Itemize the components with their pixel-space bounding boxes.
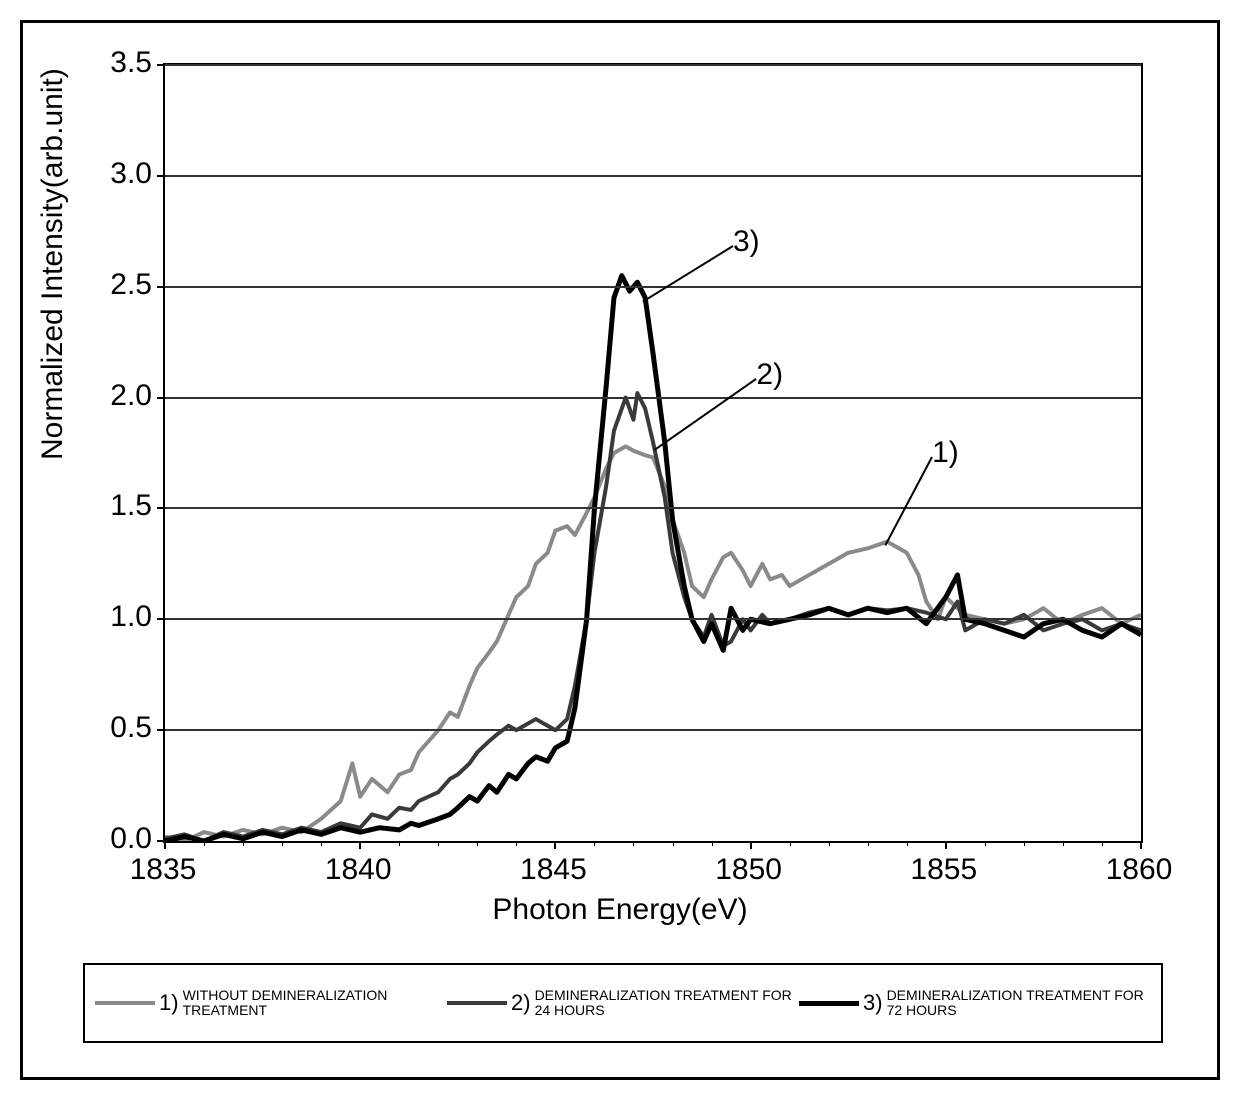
grid-line bbox=[165, 618, 1141, 620]
y-tick bbox=[157, 175, 165, 177]
y-tick-label: 2.0 bbox=[110, 379, 152, 413]
x-minor-tick bbox=[594, 841, 595, 846]
x-minor-tick bbox=[477, 841, 478, 846]
grid-line bbox=[165, 286, 1141, 288]
x-tick-label: 1860 bbox=[1106, 853, 1173, 887]
legend-number: 1) bbox=[159, 990, 179, 1016]
y-tick-label: 0.5 bbox=[110, 711, 152, 745]
legend-number: 2) bbox=[511, 990, 531, 1016]
x-minor-tick bbox=[1102, 841, 1103, 846]
x-minor-tick bbox=[1024, 841, 1025, 846]
y-tick bbox=[157, 286, 165, 288]
x-tick bbox=[945, 841, 947, 849]
legend: 1)WITHOUT DEMINERALIZATION TREATMENT2)DE… bbox=[83, 963, 1163, 1043]
y-tick bbox=[157, 64, 165, 66]
legend-item: 2)DEMINERALIZATION TREATMENT FOR 24 HOUR… bbox=[447, 988, 799, 1019]
x-minor-tick bbox=[282, 841, 283, 846]
x-tick-label: 1845 bbox=[520, 853, 587, 887]
legend-text: DEMINERALIZATION TREATMENT FOR 72 HOURS bbox=[887, 988, 1151, 1019]
x-minor-tick bbox=[829, 841, 830, 846]
grid-line bbox=[165, 397, 1141, 399]
y-tick-label: 3.5 bbox=[110, 46, 152, 80]
x-tick bbox=[750, 841, 752, 849]
x-minor-tick bbox=[516, 841, 517, 846]
legend-text: DEMINERALIZATION TREATMENT FOR 24 HOURS bbox=[535, 988, 799, 1019]
x-tick-label: 1840 bbox=[325, 853, 392, 887]
plot-area bbox=[163, 63, 1143, 843]
y-tick bbox=[157, 507, 165, 509]
x-minor-tick bbox=[204, 841, 205, 846]
x-minor-tick bbox=[673, 841, 674, 846]
x-minor-tick bbox=[790, 841, 791, 846]
data-svg bbox=[165, 65, 1141, 841]
grid-line bbox=[165, 729, 1141, 731]
legend-line-sample bbox=[95, 1001, 155, 1005]
x-tick-label: 1850 bbox=[715, 853, 782, 887]
x-tick bbox=[164, 841, 166, 849]
series-s1 bbox=[165, 446, 1141, 841]
x-minor-tick bbox=[907, 841, 908, 846]
x-tick-label: 1855 bbox=[910, 853, 977, 887]
y-tick-label: 2.5 bbox=[110, 268, 152, 302]
series-s3 bbox=[165, 276, 1141, 841]
x-minor-tick bbox=[633, 841, 634, 846]
y-axis-label: Normalized Intensity(arb.unit) bbox=[36, 68, 70, 460]
x-minor-tick bbox=[438, 841, 439, 846]
x-minor-tick bbox=[243, 841, 244, 846]
x-minor-tick bbox=[712, 841, 713, 846]
y-tick-label: 0.0 bbox=[110, 822, 152, 856]
y-tick-label: 3.0 bbox=[110, 157, 152, 191]
y-tick bbox=[157, 397, 165, 399]
grid-line bbox=[165, 507, 1141, 509]
x-minor-tick bbox=[321, 841, 322, 846]
grid-line bbox=[165, 64, 1141, 66]
y-tick-label: 1.0 bbox=[110, 600, 152, 634]
x-tick-label: 1835 bbox=[130, 853, 197, 887]
chart-container: Normalized Intensity(arb.unit) Photon En… bbox=[20, 20, 1220, 1080]
x-tick bbox=[359, 841, 361, 849]
legend-item: 1)WITHOUT DEMINERALIZATION TREATMENT bbox=[95, 988, 447, 1019]
annotation-label: 1) bbox=[932, 436, 959, 470]
annotation-label: 2) bbox=[756, 358, 783, 392]
y-tick bbox=[157, 729, 165, 731]
x-tick bbox=[1140, 841, 1142, 849]
x-minor-tick bbox=[399, 841, 400, 846]
y-tick bbox=[157, 618, 165, 620]
x-tick bbox=[554, 841, 556, 849]
y-tick-label: 1.5 bbox=[110, 489, 152, 523]
x-minor-tick bbox=[868, 841, 869, 846]
legend-line-sample bbox=[799, 1001, 859, 1006]
legend-line-sample bbox=[447, 1001, 507, 1005]
legend-text: WITHOUT DEMINERALIZATION TREATMENT bbox=[183, 988, 447, 1019]
grid-line bbox=[165, 175, 1141, 177]
x-axis-label: Photon Energy(eV) bbox=[23, 893, 1217, 927]
legend-item: 3)DEMINERALIZATION TREATMENT FOR 72 HOUR… bbox=[799, 988, 1151, 1019]
annotation-label: 3) bbox=[733, 225, 760, 259]
x-minor-tick bbox=[1063, 841, 1064, 846]
legend-number: 3) bbox=[863, 990, 883, 1016]
x-minor-tick bbox=[985, 841, 986, 846]
